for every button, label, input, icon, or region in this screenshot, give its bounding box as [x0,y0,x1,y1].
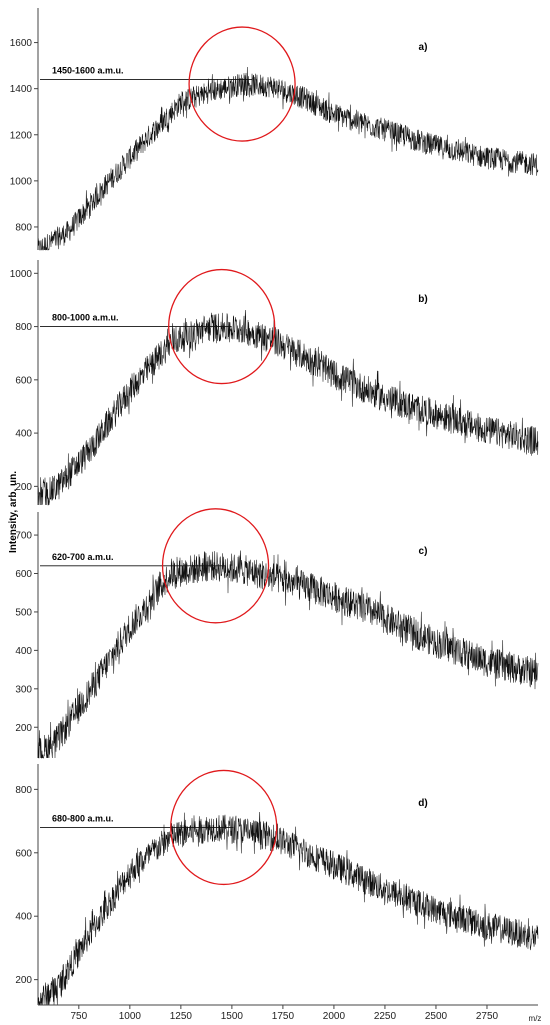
y-tick-label: 800 [15,222,32,233]
highlight-circle [161,508,270,624]
y-axis-label: Intensity, arb. un. [8,471,19,553]
panel-label: d) [418,798,427,809]
spectrum-trace [37,550,539,759]
spectrum-trace [37,811,539,1006]
y-tick-label: 500 [15,607,32,618]
panel-label: c) [419,546,428,557]
panels: 800 1000 1200 1400 1600 1450-1600 a.m.u. a) 200… [10,8,539,1022]
x-tick-label: 2500 [425,1011,448,1022]
x-axis-unit: m/z [529,1014,542,1023]
x-tick-label: 1500 [221,1011,244,1022]
x-tick-label: 1250 [170,1011,193,1022]
spectrum-panel: 200 300 400 500 600 700 620-700 a.m.u. c) [15,508,539,759]
panel-label: a) [419,42,428,53]
y-tick-label: 200 [15,975,32,986]
range-annotation: 800-1000 a.m.u. [52,313,119,323]
highlight-circle [170,769,278,886]
spectrum-panel: 800 1000 1200 1400 1600 1450-1600 a.m.u. a) [10,8,539,251]
y-tick-label: 1000 [10,269,33,280]
highlight-circle [188,26,296,142]
y-tick-label: 1600 [10,38,33,49]
range-annotation: 1450-1600 a.m.u. [52,65,124,75]
y-tick-label: 1400 [10,84,33,95]
y-tick-label: 400 [15,429,32,440]
spectrum-trace [37,309,539,506]
y-tick-label: 400 [15,912,32,923]
panel-label: b) [418,294,427,305]
y-tick-label: 600 [15,848,32,859]
range-annotation: 680-800 a.m.u. [52,813,114,823]
spectrum-trace [37,66,539,251]
range-annotation: 620-700 a.m.u. [52,552,114,562]
spectrum-panel: 200 400 600 800 1000 800-1000 a.m.u. b) [10,260,539,506]
y-tick-label: 200 [15,482,32,493]
y-tick-label: 400 [15,646,32,657]
y-tick-label: 300 [15,684,32,695]
x-tick-label: 2750 [476,1011,499,1022]
y-tick-label: 700 [15,531,32,542]
y-tick-label: 800 [15,785,32,796]
y-tick-label: 800 [15,322,32,333]
x-tick-label: 1000 [119,1011,142,1022]
x-tick-label: 2000 [323,1011,346,1022]
y-tick-label: 600 [15,569,32,580]
spectrum-panel: 200 400 600 800 680-800 a.m.u. d) 750 1000 1250 1… [15,764,539,1022]
highlight-circle [168,268,276,385]
x-tick-label: 1750 [272,1011,295,1022]
x-tick-label: 2250 [374,1011,397,1022]
y-tick-label: 1200 [10,130,33,141]
x-tick-label: 750 [70,1011,87,1022]
y-tick-label: 600 [15,375,32,386]
y-tick-label: 200 [15,723,32,734]
y-tick-label: 1000 [10,176,33,187]
